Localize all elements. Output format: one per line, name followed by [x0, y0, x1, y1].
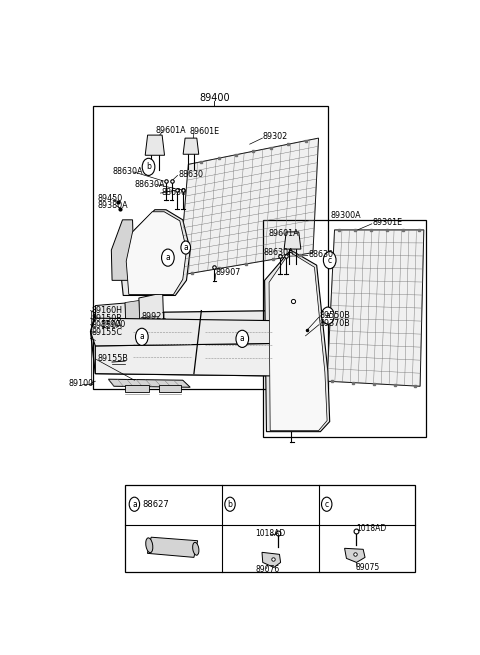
Polygon shape	[284, 232, 301, 249]
Text: 1018AD: 1018AD	[356, 523, 386, 533]
Text: 89550B: 89550B	[320, 311, 350, 320]
Text: b: b	[146, 162, 151, 172]
Circle shape	[236, 330, 249, 347]
Polygon shape	[264, 250, 330, 432]
Text: c: c	[328, 255, 332, 265]
Text: 89302: 89302	[263, 132, 288, 141]
Text: 88630A: 88630A	[264, 248, 294, 257]
Circle shape	[322, 497, 332, 512]
Polygon shape	[262, 552, 281, 567]
Text: 88630A: 88630A	[112, 168, 143, 176]
Text: 89155C: 89155C	[92, 328, 123, 337]
Text: 89100: 89100	[69, 379, 94, 388]
Polygon shape	[147, 537, 198, 557]
Text: b: b	[228, 500, 232, 509]
Circle shape	[129, 497, 140, 512]
Text: 88627: 88627	[142, 500, 169, 509]
Text: a: a	[132, 500, 137, 509]
Text: a: a	[240, 334, 245, 343]
Polygon shape	[345, 548, 365, 563]
Polygon shape	[126, 212, 186, 295]
Polygon shape	[91, 318, 287, 346]
Text: 89076: 89076	[255, 565, 279, 574]
Text: 89075: 89075	[356, 563, 380, 572]
Circle shape	[135, 328, 148, 345]
Polygon shape	[96, 303, 127, 366]
Text: 89370B: 89370B	[320, 319, 350, 328]
Text: a: a	[325, 311, 330, 320]
Text: 88630: 88630	[309, 250, 334, 259]
Circle shape	[225, 497, 235, 512]
Polygon shape	[125, 301, 140, 331]
Text: 88630: 88630	[161, 187, 186, 196]
Text: c: c	[324, 500, 329, 509]
Polygon shape	[111, 220, 134, 280]
Polygon shape	[327, 230, 424, 386]
Text: 89155B: 89155B	[97, 354, 128, 363]
Polygon shape	[108, 379, 190, 387]
Text: a: a	[183, 243, 188, 252]
Text: 89900: 89900	[101, 320, 126, 329]
Bar	[94, 106, 328, 389]
Text: 89907: 89907	[216, 269, 241, 277]
Text: 89450: 89450	[98, 194, 123, 202]
Text: 89400: 89400	[199, 93, 230, 103]
Text: 88630A: 88630A	[134, 180, 165, 189]
Polygon shape	[139, 293, 164, 341]
Ellipse shape	[192, 542, 199, 555]
Bar	[263, 220, 426, 437]
Text: 89921: 89921	[142, 312, 167, 321]
Text: 89601E: 89601E	[190, 127, 219, 136]
Text: 88630: 88630	[178, 170, 204, 179]
Text: a: a	[140, 332, 144, 341]
Bar	[125, 384, 149, 392]
Text: 1018AD: 1018AD	[255, 529, 286, 538]
Bar	[125, 485, 415, 572]
Ellipse shape	[146, 538, 153, 553]
Circle shape	[181, 241, 191, 254]
Text: 89301E: 89301E	[372, 218, 403, 227]
Circle shape	[324, 252, 336, 269]
Polygon shape	[269, 252, 327, 430]
Circle shape	[142, 159, 155, 176]
Polygon shape	[183, 138, 199, 155]
Text: 89300A: 89300A	[330, 212, 360, 220]
Text: 89150B: 89150B	[92, 314, 123, 323]
Polygon shape	[91, 310, 305, 376]
Circle shape	[162, 249, 174, 266]
Text: 89150A: 89150A	[92, 321, 123, 329]
Text: 89601A: 89601A	[268, 229, 299, 238]
Polygon shape	[120, 210, 190, 295]
Polygon shape	[179, 138, 319, 275]
Bar	[158, 384, 181, 392]
Text: 89601A: 89601A	[156, 126, 187, 134]
Polygon shape	[96, 343, 298, 376]
Text: 89160H: 89160H	[92, 306, 123, 315]
Polygon shape	[145, 135, 165, 155]
Circle shape	[322, 307, 334, 324]
Text: 89380A: 89380A	[98, 201, 129, 210]
Text: a: a	[166, 253, 170, 262]
